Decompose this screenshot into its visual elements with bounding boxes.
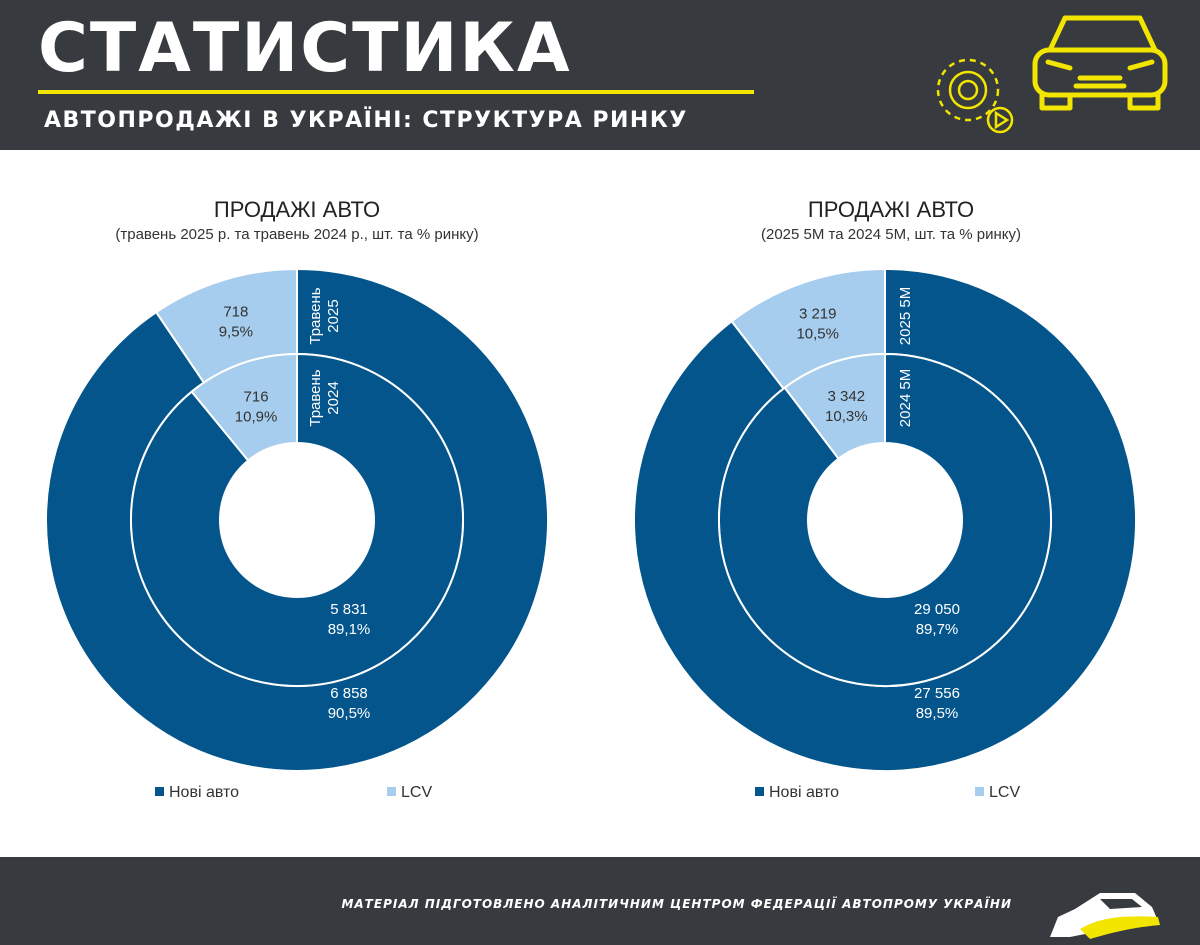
chart-title-2: ПРОДАЖІ АВТО xyxy=(807,197,975,222)
chart-title-block-1: ПРОДАЖІ АВТО (травень 2025 р. та травень… xyxy=(17,195,577,245)
slice-label-value: 6 858 xyxy=(330,685,368,702)
car-icon xyxy=(1032,15,1168,111)
inner-ring-slice-new-cars xyxy=(718,352,1052,687)
legend-item-lcv: LCV xyxy=(387,784,432,802)
header-icons xyxy=(936,15,1168,134)
ring-label: 2025 5М xyxy=(897,287,914,345)
slice-label-percent: 9,5% xyxy=(219,324,253,341)
legend-item-new-cars: Нові авто xyxy=(755,784,839,802)
page-subtitle: АВТОПРОДАЖІ В УКРАЇНІ: СТРУКТУРА РИНКУ xyxy=(44,108,688,133)
chart-subtitle-2: (2025 5М та 2024 5М, шт. та % ринку) xyxy=(761,226,1021,243)
slice-label-percent: 89,1% xyxy=(328,621,371,638)
ring-label: Травень xyxy=(307,369,324,426)
legend-swatch xyxy=(755,787,764,796)
gear-icon xyxy=(936,58,1000,122)
slice-label-value: 27 556 xyxy=(914,685,960,702)
chart-title-block-2: ПРОДАЖІ АВТО (2025 5М та 2024 5М, шт. та… xyxy=(611,195,1171,245)
ring-label: 2024 xyxy=(325,381,342,414)
slice-label-value: 5 831 xyxy=(330,601,368,618)
slice-label-percent: 90,5% xyxy=(328,705,371,722)
slice-label-percent: 89,5% xyxy=(916,705,959,722)
ring-label: 2024 5М xyxy=(897,369,914,427)
slice-label-percent: 10,3% xyxy=(825,408,868,425)
header-banner: СТАТИСТИКА АВТОПРОДАЖІ В УКРАЇНІ: СТРУКТ… xyxy=(0,0,1200,150)
chart-subtitle-1: (травень 2025 р. та травень 2024 р., шт.… xyxy=(115,226,479,243)
chart-title-1: ПРОДАЖІ АВТО xyxy=(213,197,381,222)
donut-chart-2 xyxy=(633,267,1137,772)
legend-item-new-cars: Нові авто xyxy=(155,784,239,802)
inner-ring-slice-lcv xyxy=(190,352,298,462)
footer-banner: МАТЕРІАЛ ПІДГОТОВЛЕНО АНАЛІТИЧНИМ ЦЕНТРО… xyxy=(0,857,1200,945)
legend-label: Нові авто xyxy=(769,784,840,801)
slice-label-value: 3 342 xyxy=(828,388,866,405)
slice-label-value: 3 219 xyxy=(799,306,837,323)
slice-label-percent: 10,9% xyxy=(235,409,278,426)
legend-label: Нові авто xyxy=(169,784,240,801)
federation-logo xyxy=(1050,893,1160,939)
legend-swatch xyxy=(975,787,984,796)
play-icon xyxy=(986,106,1014,134)
legend-label: LCV xyxy=(401,784,433,801)
inner-ring-slice-lcv xyxy=(783,352,886,461)
slice-label-percent: 89,7% xyxy=(916,621,959,638)
legend-swatch xyxy=(387,787,396,796)
inner-ring-slice-new-cars xyxy=(130,352,464,687)
legend-item-lcv: LCV xyxy=(975,784,1020,802)
slice-label-percent: 10,5% xyxy=(796,326,839,343)
legend-label: LCV xyxy=(989,784,1021,801)
title-underline xyxy=(38,90,754,94)
slice-label-value: 718 xyxy=(223,304,248,321)
legend-swatch xyxy=(155,787,164,796)
ring-label: 2025 xyxy=(325,299,342,332)
page-title: СТАТИСТИКА xyxy=(38,9,572,88)
donut-chart-1 xyxy=(45,267,549,772)
footer-credit: МАТЕРІАЛ ПІДГОТОВЛЕНО АНАЛІТИЧНИМ ЦЕНТРО… xyxy=(341,897,1012,911)
ring-label: Травень xyxy=(307,287,324,344)
slice-label-value: 716 xyxy=(244,389,269,406)
slice-label-value: 29 050 xyxy=(914,601,960,618)
